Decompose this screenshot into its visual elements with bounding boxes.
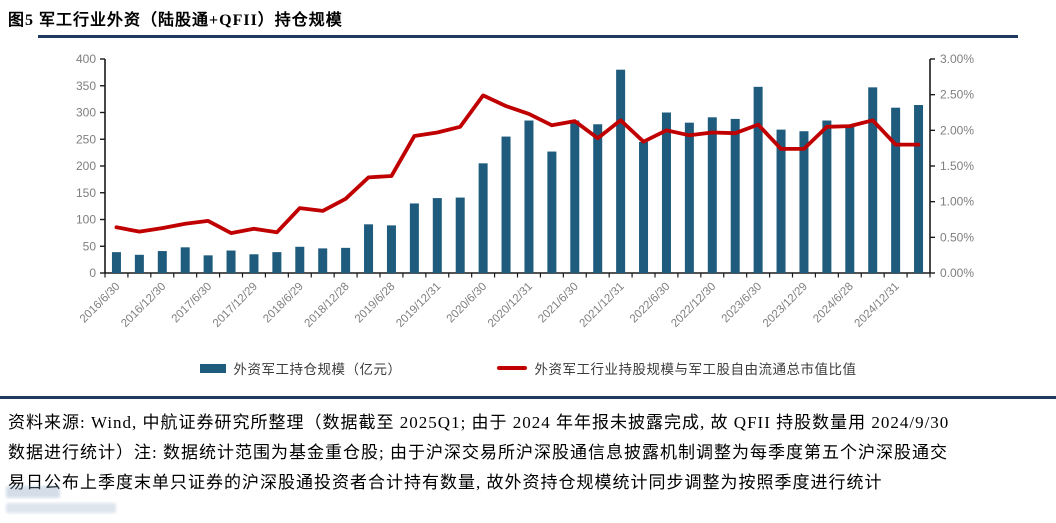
bar	[501, 136, 511, 273]
x-axis-tick-label: 2020/6/30	[445, 281, 490, 326]
bar	[822, 120, 832, 274]
bar	[318, 248, 328, 273]
source-note-line-2: 数据进行统计）注: 数据统计范围为基金重仓股; 由于沪深交易所沪深股通信息披露机…	[8, 443, 948, 462]
bar	[593, 124, 603, 274]
left-axis-tick-label: 0	[89, 266, 96, 280]
ratio-line	[114, 93, 921, 236]
bar	[730, 118, 740, 273]
bar	[272, 252, 282, 273]
source-note: 资料来源: Wind, 中航证券研究所整理（数据截至 2025Q1; 由于 20…	[8, 408, 1050, 498]
bar	[684, 122, 694, 273]
bar	[891, 107, 901, 273]
right-axis-tick-label: 0.00%	[940, 266, 974, 280]
right-axis-tick-label: 2.00%	[940, 123, 974, 137]
x-axis-tick-label: 2017/12/29	[211, 281, 260, 330]
bar	[455, 197, 465, 273]
left-axis-tick-label: 100	[76, 213, 96, 227]
bar	[226, 250, 236, 273]
left-axis-tick-label: 50	[83, 239, 97, 253]
x-axis-tick-label: 2016/6/30	[78, 281, 123, 326]
left-axis-tick-label: 300	[76, 106, 96, 120]
bar	[157, 251, 167, 273]
bar	[203, 255, 213, 273]
source-note-line-1: 资料来源: Wind, 中航证券研究所整理（数据截至 2025Q1; 由于 20…	[8, 413, 950, 432]
bar	[111, 252, 121, 273]
bar	[845, 125, 855, 273]
bar	[707, 117, 717, 273]
bar	[570, 120, 580, 274]
right-axis-tick-label: 1.00%	[940, 195, 974, 209]
source-note-line-3: 易日公布上季度末单只证券的沪深股通投资者合计持有数量, 故外资持仓规模统计同步调…	[8, 473, 883, 492]
x-axis-tick-label: 2023/6/30	[720, 281, 765, 326]
figure-title: 图5 军工行业外资（陆股通+QFII）持仓规模	[8, 12, 343, 29]
x-axis-tick-label: 2019/12/31	[394, 281, 443, 330]
x-axis-tick-label: 2022/12/30	[669, 281, 718, 330]
x-axis-tick-label: 2016/12/30	[119, 281, 168, 330]
x-axis-ticks	[104, 273, 931, 278]
chart-legend: 外资军工持仓规模（亿元） 外资军工行业持股规模与军工股自由流通总市值比值	[0, 358, 1056, 378]
title-underline	[38, 35, 1018, 38]
watermark-mark	[6, 485, 60, 498]
bar	[547, 151, 557, 273]
bar	[341, 247, 351, 273]
bar	[180, 247, 190, 273]
x-axis-tick-label: 2021/6/30	[536, 281, 581, 326]
watermark-text-blur	[6, 502, 116, 513]
bar	[776, 129, 786, 273]
x-axis-tick-label: 2017/6/30	[170, 281, 215, 326]
right-axis-tick-label: 1.50%	[940, 159, 974, 173]
bar	[364, 224, 374, 273]
bar	[249, 254, 259, 273]
left-axis-tick-label: 350	[76, 79, 96, 93]
bar	[295, 246, 305, 273]
bar	[409, 203, 419, 273]
watermark-logo	[2, 480, 130, 518]
bar	[386, 225, 396, 273]
line-series-swatch-icon	[496, 366, 527, 370]
x-axis-tick-label: 2024/12/31	[853, 281, 902, 330]
legend-label-ratio: 外资军工行业持股规模与军工股自由流通总市值比值	[534, 362, 857, 377]
bar	[432, 198, 442, 273]
left-axis-tick-label: 150	[76, 186, 96, 200]
bar-series-swatch-icon	[199, 363, 226, 373]
x-axis-tick-label: 2023/12/29	[761, 281, 810, 330]
combo-chart-canvas: 0 50 100 150 200 250 300 350 400 0.00% 0.50% 1.00% 1…	[76, 52, 974, 330]
bar	[753, 86, 763, 273]
x-axis-tick-label: 2018/6/29	[261, 281, 306, 326]
left-axis-tick-label: 200	[76, 159, 96, 173]
bar	[478, 163, 488, 273]
x-axis-tick-label: 2021/12/31	[578, 281, 627, 330]
legend-item-holdings: 外资军工持仓规模（亿元）	[199, 358, 402, 378]
legend-label-holdings: 外资军工持仓规模（亿元）	[233, 362, 402, 377]
right-axis-labels: 0.00% 0.50% 1.00% 1.50% 2.00% 2.50% 3.00%	[930, 52, 974, 280]
bar	[914, 105, 924, 273]
left-axis-labels: 0 50 100 150 200 250 300 350 400	[76, 52, 105, 280]
bar	[524, 120, 534, 274]
legend-item-ratio: 外资军工行业持股规模与军工股自由流通总市值比值	[496, 358, 857, 378]
bar	[134, 254, 144, 273]
bar	[616, 69, 626, 273]
bar	[639, 141, 649, 273]
holdings-bars	[111, 69, 924, 274]
right-axis-tick-label: 2.50%	[940, 88, 974, 102]
left-axis-tick-label: 250	[76, 132, 96, 146]
bar	[661, 112, 671, 273]
x-axis-tick-label: 2018/12/28	[303, 281, 352, 330]
left-axis-tick-label: 400	[76, 52, 96, 66]
right-axis-tick-label: 3.00%	[940, 52, 974, 66]
x-axis-tick-label: 2024/6/28	[811, 281, 856, 326]
right-axis-tick-label: 0.50%	[940, 230, 974, 244]
bar	[868, 87, 878, 273]
bar	[799, 131, 809, 273]
x-axis-tick-label: 2019/6/28	[353, 281, 398, 326]
x-axis-tick-label: 2020/12/31	[486, 281, 535, 330]
footer-divider	[0, 396, 1056, 399]
x-axis-tick-label: 2022/6/30	[628, 281, 673, 326]
